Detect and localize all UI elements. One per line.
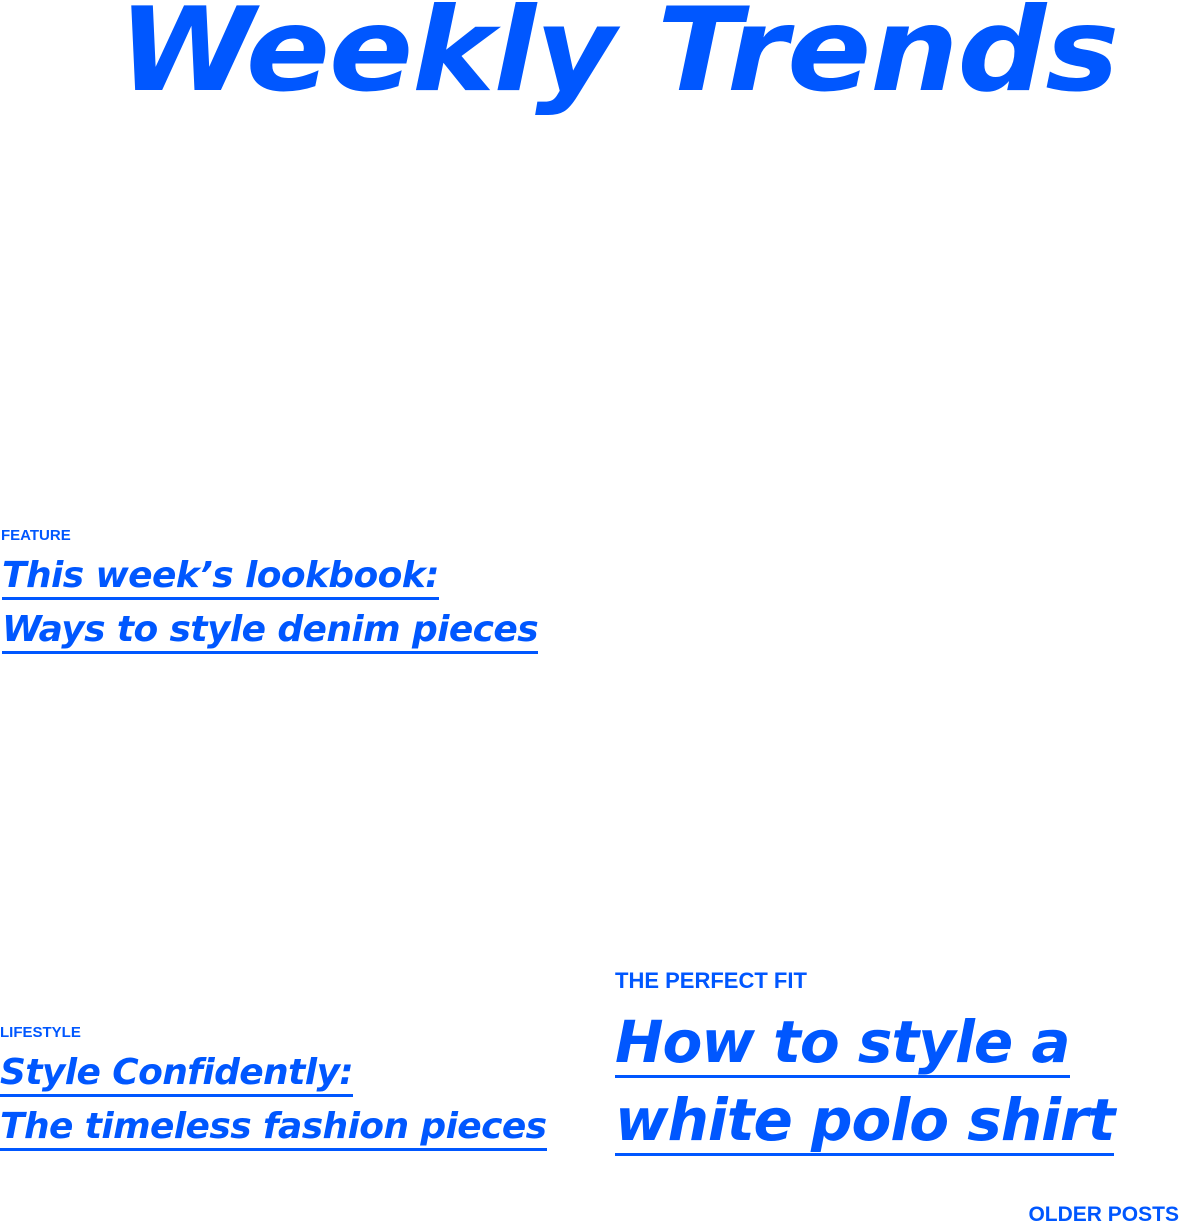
post-category-perfect-fit: THE PERFECT FIT [615, 968, 807, 993]
page-title: Weekly Trends [118, 0, 1119, 118]
post-title-lifestyle: Style Confidently: The timeless fashion … [0, 1049, 547, 1157]
post-title-line: white polo shirt [615, 1086, 1115, 1156]
post-title-line: Style Confidently: [0, 1052, 354, 1097]
older-posts-link[interactable]: OLDER POSTS [1028, 1203, 1179, 1226]
post-title-line: Ways to style denim pieces [2, 609, 539, 654]
post-link-feature[interactable]: This week’s lookbook: Ways to style deni… [2, 552, 539, 660]
post-title-line: The timeless fashion pieces [0, 1106, 547, 1151]
post-title-line: How to style a [615, 1008, 1071, 1078]
post-title-line: This week’s lookbook: [2, 555, 439, 600]
post-link-perfect-fit[interactable]: How to style a white polo shirt [615, 1006, 1115, 1162]
post-category-lifestyle: LIFESTYLE [0, 1024, 81, 1041]
post-title-feature: This week’s lookbook: Ways to style deni… [2, 552, 539, 660]
post-category-feature: FEATURE [1, 527, 71, 544]
post-link-lifestyle[interactable]: Style Confidently: The timeless fashion … [0, 1049, 547, 1157]
post-title-perfect-fit: How to style a white polo shirt [615, 1006, 1115, 1162]
